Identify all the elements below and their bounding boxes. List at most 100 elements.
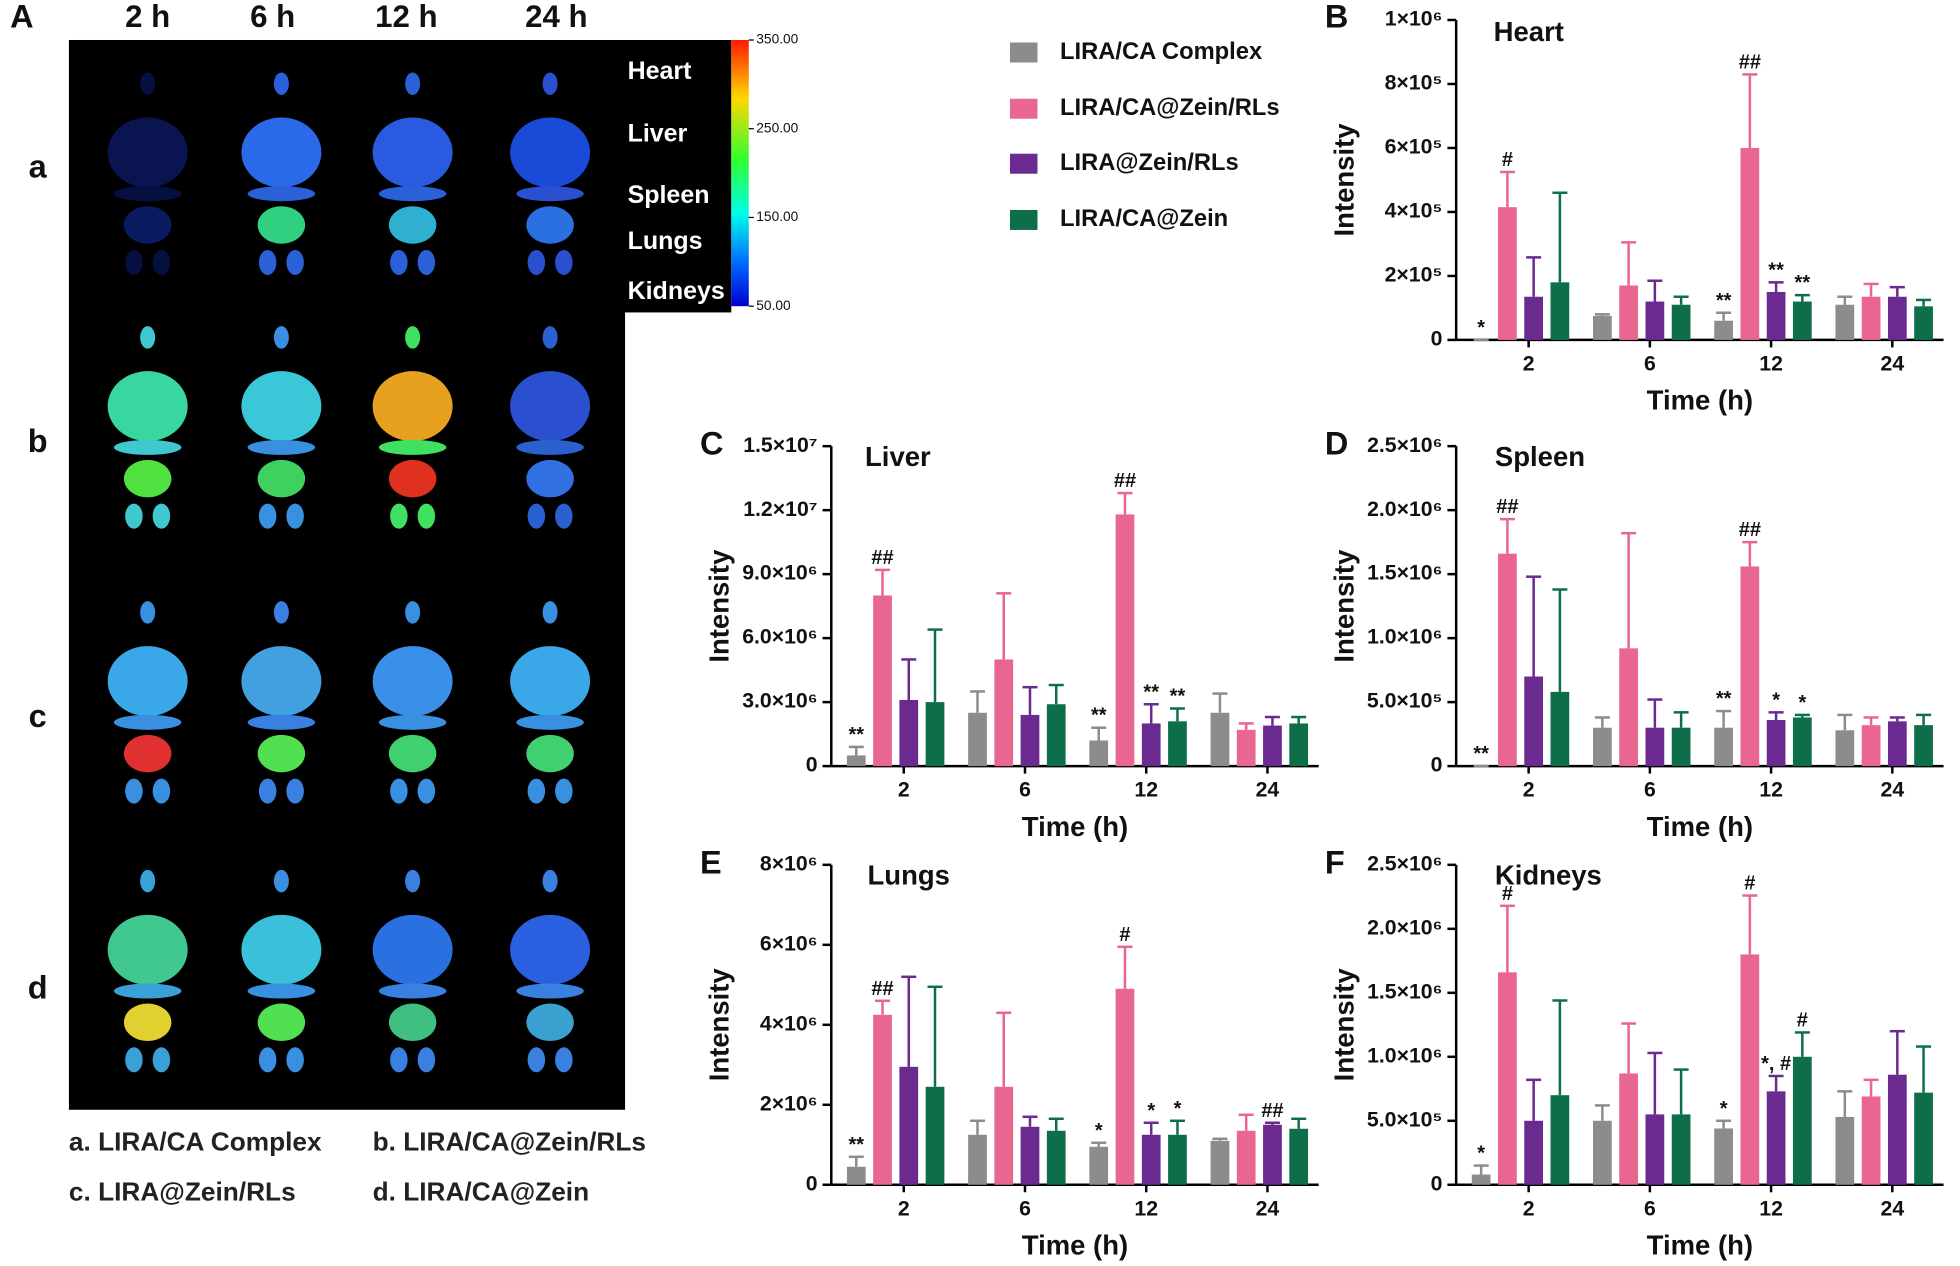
x-tick-label: 2	[1523, 778, 1535, 802]
organ-image	[526, 459, 574, 498]
legend-label: LIRA/CA@Zein	[1060, 206, 1228, 232]
bar	[968, 712, 987, 767]
organ-image	[286, 249, 304, 275]
organ-image	[526, 206, 574, 244]
organ-image	[241, 371, 322, 442]
y-tick-label: 1.5×10⁶	[1367, 561, 1442, 585]
bar	[1089, 1146, 1109, 1185]
y-tick-label: 3.0×10⁶	[742, 689, 817, 713]
significance-label: **	[848, 724, 864, 746]
x-axis-label: Time (h)	[1647, 1230, 1753, 1261]
x-tick-label: 12	[1759, 352, 1783, 376]
y-tick-label: 5.0×10⁵	[1367, 689, 1443, 713]
bar	[1020, 714, 1040, 767]
y-tick-label: 2.0×10⁶	[1367, 915, 1442, 939]
organ-image	[113, 983, 182, 999]
organ-image	[286, 778, 304, 804]
organ-image	[107, 914, 188, 985]
x-axis-label: Time (h)	[1022, 811, 1128, 842]
panel-letter: D	[1325, 426, 1348, 462]
significance-label: #	[1119, 924, 1130, 946]
y-tick-label: 6×10⁵	[1385, 135, 1443, 159]
y-tick-label: 6.0×10⁶	[742, 625, 817, 649]
organ-image	[527, 503, 546, 529]
bar	[1498, 207, 1517, 340]
bar	[1089, 740, 1109, 767]
x-tick-label: 12	[1759, 1196, 1783, 1220]
significance-label: #	[1502, 883, 1513, 905]
colorbar-label: 350.00	[756, 32, 798, 47]
bar	[1498, 553, 1517, 767]
bar	[1593, 727, 1612, 767]
bar	[899, 1066, 919, 1185]
legend-swatch	[1009, 153, 1038, 174]
x-tick-label: 6	[1019, 778, 1031, 802]
significance-label: *	[1477, 1143, 1485, 1165]
organ-image	[107, 117, 188, 188]
significance-label: **	[1170, 686, 1186, 708]
significance-label: *	[1477, 317, 1485, 339]
y-axis-label: Intensity	[1328, 968, 1359, 1082]
organ-image	[152, 249, 171, 275]
bar	[1766, 720, 1786, 767]
organ-image	[257, 734, 306, 773]
organ-image	[107, 646, 188, 717]
bar	[1835, 1116, 1855, 1185]
bar	[1020, 1126, 1040, 1185]
x-tick-label: 12	[1134, 1196, 1158, 1220]
x-tick-label: 2	[898, 1196, 910, 1220]
bar	[1861, 296, 1881, 340]
column-header: 6 h	[250, 0, 295, 34]
colorbar-label: 250.00	[756, 120, 798, 135]
bar	[1263, 725, 1282, 767]
bar	[1550, 1095, 1570, 1185]
x-tick-label: 24	[1881, 352, 1905, 376]
chart-title: Kidneys	[1495, 860, 1602, 891]
organ-image	[286, 1047, 304, 1073]
panel-letter: E	[700, 844, 722, 880]
organ-image	[372, 117, 453, 188]
organ-image	[286, 503, 304, 529]
y-tick-label: 6×10⁶	[760, 931, 818, 955]
x-tick-label: 12	[1134, 778, 1158, 802]
bar	[1524, 296, 1544, 340]
caption: b. LIRA/CA@Zein/RLs	[373, 1126, 646, 1156]
significance-label: **	[1716, 688, 1732, 710]
organ-image	[152, 1047, 171, 1073]
bar	[1524, 1120, 1544, 1185]
legend-label: LIRA@Zein/RLs	[1060, 150, 1239, 176]
caption: d. LIRA/CA@Zein	[373, 1176, 590, 1206]
organ-image	[388, 206, 437, 244]
organ-image	[113, 714, 182, 730]
y-tick-label: 1.2×10⁷	[743, 497, 817, 521]
colorbar	[731, 39, 749, 307]
significance-label: **	[1716, 290, 1732, 312]
bar	[1550, 691, 1570, 767]
organ-image	[527, 1047, 546, 1073]
organ-image	[390, 778, 408, 804]
organ-image	[510, 371, 591, 442]
organ-image	[125, 503, 143, 529]
bar	[1671, 304, 1691, 340]
organ-image	[510, 117, 591, 188]
y-tick-label: 1×10⁶	[1385, 7, 1443, 31]
organ-image	[273, 601, 289, 624]
bar	[1471, 1174, 1491, 1185]
organ-image	[516, 983, 584, 999]
significance-label: ##	[1739, 51, 1761, 73]
organ-image	[140, 869, 156, 893]
colorbar-label: 50.00	[756, 298, 791, 313]
y-tick-label: 0	[806, 1171, 818, 1195]
x-tick-label: 6	[1644, 352, 1656, 376]
y-axis-label: Intensity	[1328, 549, 1359, 663]
organ-image	[247, 983, 316, 999]
chart-title: Liver	[865, 441, 931, 472]
organ-label: Lungs	[628, 227, 703, 255]
bar	[1168, 1134, 1187, 1185]
y-tick-label: 1.5×10⁷	[743, 433, 817, 457]
bar	[1792, 717, 1812, 767]
organ-image	[107, 371, 188, 442]
organ-image	[140, 601, 156, 624]
significance-label: *	[1174, 1098, 1182, 1120]
significance-label: ##	[871, 547, 893, 569]
